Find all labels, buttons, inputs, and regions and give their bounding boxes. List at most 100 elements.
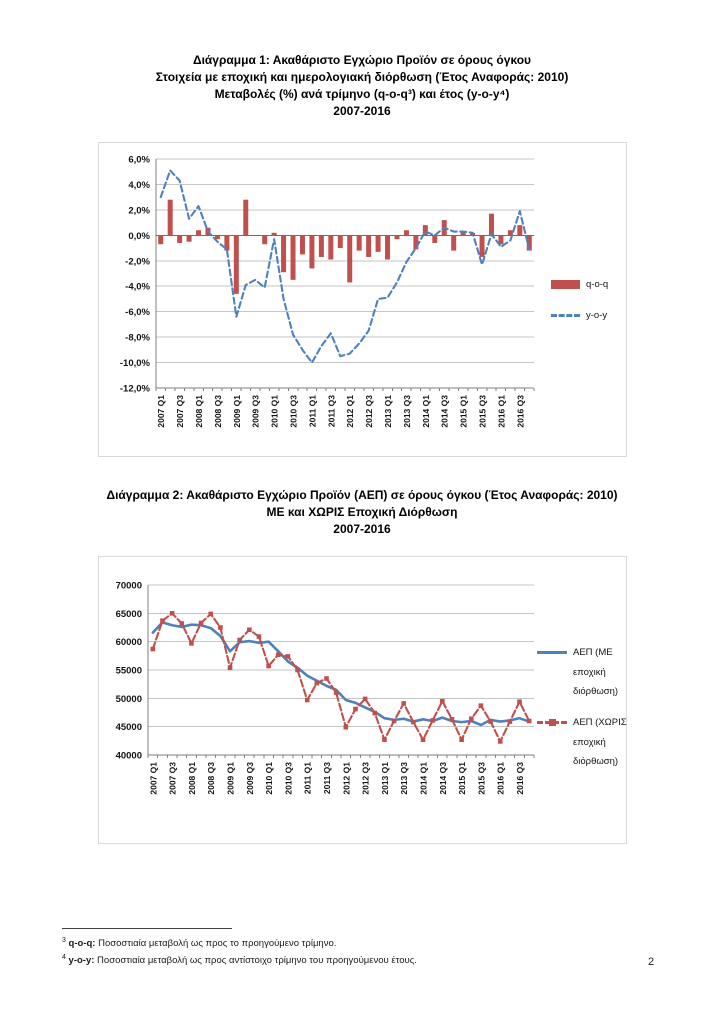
yoy-dashed-line-swatch-icon [551,314,580,317]
qoq-bar-swatch-icon [551,280,580,289]
svg-text:-4,0%: -4,0% [125,282,150,293]
svg-text:-2,0%: -2,0% [125,256,150,267]
chart-2: 70000 65000 60000 55000 50000 45000 40000 2007 … [98,556,627,844]
svg-text:2015 Q3: 2015 Q3 [478,395,488,428]
svg-text:2013 Q1: 2013 Q1 [383,395,393,428]
svg-text:70000: 70000 [116,581,142,592]
chart-1: 6,0% 4,0% 2,0% 0,0% -2,0% -4,0% -6,0% -8,0% -10,… [98,142,627,457]
svg-text:2016 Q1: 2016 Q1 [496,395,506,428]
svg-text:2008 Q1: 2008 Q1 [187,762,197,795]
chart2-title-line3: 2007-2016 [333,522,391,536]
yoy-legend-label: y-o-y [586,310,608,321]
chart-1-plot: 6,0% 4,0% 2,0% 0,0% -2,0% -4,0% -6,0% -8,0% -10,… [120,155,535,428]
svg-text:2014 Q3: 2014 Q3 [440,395,450,428]
svg-text:2012 Q1: 2012 Q1 [341,762,351,795]
chart2-legend-nsa: ΑΕΠ (ΧΩΡΙΣ εποχική διόρθωση) [537,713,645,772]
svg-text:2013 Q3: 2013 Q3 [399,762,409,795]
qoq-bars [156,199,534,294]
gdp-sa-legend-label: ΑΕΠ (ΜΕ εποχική διόρθωση) [573,647,619,697]
svg-text:2011 Q3: 2011 Q3 [326,395,336,427]
svg-text:2014 Q3: 2014 Q3 [438,762,448,795]
svg-text:2015 Q1: 2015 Q1 [459,395,469,428]
svg-text:6,0%: 6,0% [128,155,150,166]
chart1-title-line4: 2007-2016 [333,104,391,118]
axes [147,585,535,758]
svg-text:2016 Q3: 2016 Q3 [515,395,525,428]
svg-text:-8,0%: -8,0% [125,333,150,344]
svg-text:2015 Q3: 2015 Q3 [476,762,486,795]
x-axis-labels: 2007 Q1 2007 Q3 2008 Q1 2008 Q3 2009 Q1 2009 … [156,395,525,428]
svg-text:65000: 65000 [116,609,142,620]
svg-text:-10,0%: -10,0% [120,358,151,369]
svg-text:2010 Q3: 2010 Q3 [289,395,299,428]
yoy-line [159,169,531,364]
svg-text:40000: 40000 [116,751,142,762]
svg-text:2009 Q3: 2009 Q3 [251,395,261,428]
gdp-sa-line [151,621,531,727]
chart2-title: Διάγραμμα 2: Ακαθάριστο Εγχώριο Προϊόν (… [0,487,724,538]
footnote-3-term: q-o-q: [68,938,96,950]
footnote-3: 3 q-o-q: Ποσοστιαία μεταβολή ως προς το … [62,934,417,951]
page-number: 2 [648,956,655,968]
gridlines [156,158,534,389]
x-axis-labels: 2007 Q1 2007 Q3 2008 Q1 2008 Q3 2009 Q1 2009 … [148,762,525,795]
chart1-title-line3: Μεταβολές (%) ανά τρίμηνο (q-o-q³) και έ… [214,87,510,101]
svg-text:2012 Q3: 2012 Q3 [361,762,371,795]
svg-text:2016 Q3: 2016 Q3 [515,762,525,795]
footnote-3-marker: 3 [62,937,66,944]
svg-text:-12,0%: -12,0% [120,384,151,395]
svg-text:2007 Q3: 2007 Q3 [168,762,178,795]
svg-text:2012 Q3: 2012 Q3 [364,395,374,428]
svg-text:55000: 55000 [116,666,142,677]
svg-text:2011 Q1: 2011 Q1 [307,395,317,427]
svg-text:0,0%: 0,0% [128,231,150,242]
y-axis-labels: 6,0% 4,0% 2,0% 0,0% -2,0% -4,0% -6,0% -8,0% -10,… [120,155,151,395]
svg-text:2016 Q1: 2016 Q1 [496,762,506,795]
chart1-title-line2: Στοιχεία με εποχική και ημερολογιακή διό… [155,70,569,84]
footnote-4-term: y-o-y: [68,955,95,967]
svg-text:2010 Q3: 2010 Q3 [283,762,293,795]
svg-text:-6,0%: -6,0% [125,307,150,318]
svg-text:2008 Q3: 2008 Q3 [206,762,216,795]
chart2-title-line1: Διάγραμμα 2: Ακαθάριστο Εγχώριο Προϊόν (… [106,488,618,502]
chart-2-plot: 70000 65000 60000 55000 50000 45000 40000 2007 … [116,581,535,795]
svg-text:2007 Q3: 2007 Q3 [175,395,185,428]
chart1-legend-yoy: y-o-y [551,310,607,321]
svg-text:2012 Q1: 2012 Q1 [345,395,355,428]
chart1-title-line1: Διάγραμμα 1: Ακαθάριστο Εγχώριο Προϊόν σ… [192,53,532,67]
red-marker-square-icon [549,719,556,726]
footnote-3-text: Ποσοστιαία μεταβολή ως προς το προηγούμε… [95,938,337,950]
svg-text:2010 Q1: 2010 Q1 [270,395,280,428]
chart2-legend-sa: ΑΕΠ (ΜΕ εποχική διόρθωση) [537,643,645,702]
gdp-nsa-dashed-line-swatch-icon [537,719,567,726]
svg-text:2014 Q1: 2014 Q1 [419,762,429,795]
chart1-title: Διάγραμμα 1: Ακαθάριστο Εγχώριο Προϊόν σ… [0,52,724,120]
svg-text:45000: 45000 [116,722,142,733]
svg-text:2009 Q3: 2009 Q3 [245,762,255,795]
svg-text:2013 Q1: 2013 Q1 [380,762,390,795]
svg-text:60000: 60000 [116,637,142,648]
svg-text:2008 Q1: 2008 Q1 [194,395,204,428]
footnote-4-text: Ποσοστιαία μεταβολή ως προς αντίστοιχο τ… [94,955,417,967]
footnote-4-marker: 4 [62,954,66,962]
gdp-nsa-line [150,611,532,744]
qoq-legend-label: q-o-q [586,279,609,290]
chart2-title-line2: ΜΕ και ΧΩΡΙΣ Εποχική Διόρθωση [266,505,458,519]
svg-text:2008 Q3: 2008 Q3 [213,395,223,428]
axes [155,159,535,391]
svg-text:50000: 50000 [116,694,142,705]
svg-text:4,0%: 4,0% [128,180,150,191]
footnotes: 3 q-o-q: Ποσοστιαία μεταβολή ως προς το … [62,928,417,968]
svg-text:2,0%: 2,0% [128,205,150,216]
chart1-legend-qoq: q-o-q [551,279,608,290]
svg-text:2007 Q1: 2007 Q1 [156,395,166,428]
footnote-divider [62,928,232,929]
footnote-4: 4 y-o-y: Ποσοστιαία μεταβολή ως προς αντ… [62,951,417,968]
gdp-sa-line-swatch-icon [537,651,567,654]
svg-text:2014 Q1: 2014 Q1 [421,395,431,428]
svg-text:2011 Q1: 2011 Q1 [303,762,313,794]
svg-text:2009 Q1: 2009 Q1 [232,395,242,428]
gridlines [148,584,534,756]
svg-text:2010 Q1: 2010 Q1 [264,762,274,795]
